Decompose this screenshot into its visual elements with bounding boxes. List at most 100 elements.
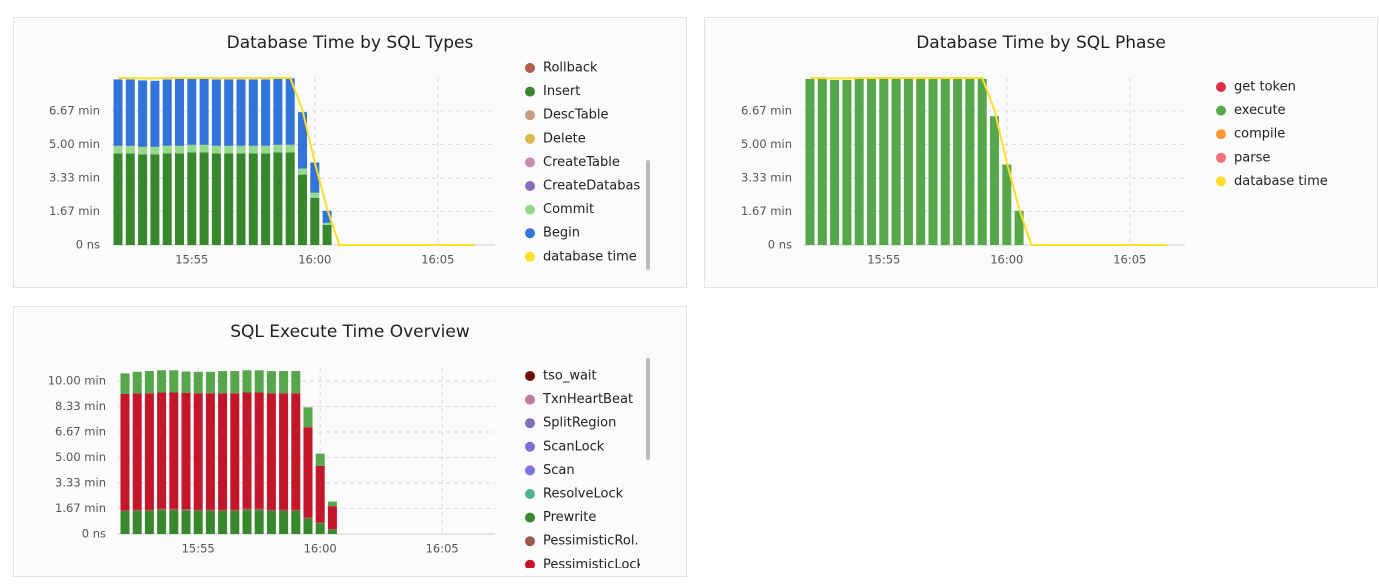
bar: [193, 393, 203, 510]
bar: [175, 153, 184, 245]
bar: [965, 79, 975, 245]
bar: [291, 393, 301, 510]
bar: [298, 112, 307, 169]
bar: [322, 222, 332, 225]
bar: [144, 371, 154, 394]
x-tick-label: 15:55: [867, 253, 900, 267]
legend-marker: [525, 204, 535, 215]
bar: [150, 146, 160, 155]
bar: [236, 79, 246, 146]
legend-label: PessimisticRol...: [543, 534, 647, 549]
bar: [310, 162, 320, 193]
legend-marker: [1216, 152, 1226, 163]
y-tick-label: 1.67 min: [49, 204, 100, 218]
legend-marker: [525, 465, 535, 476]
bar: [953, 79, 963, 245]
bar: [120, 394, 130, 510]
legend-label: ScanLock: [543, 439, 605, 454]
bar: [199, 144, 209, 153]
bar: [322, 224, 332, 245]
bar: [181, 509, 191, 511]
bar: [303, 427, 313, 518]
y-tick-label: 8.33 min: [55, 399, 106, 413]
bar: [254, 392, 264, 509]
bar: [279, 393, 289, 510]
legend-marker: [525, 418, 535, 429]
bar: [169, 508, 179, 511]
bar: [193, 509, 203, 512]
bar: [125, 145, 135, 154]
bar: [242, 510, 252, 534]
bar: [291, 511, 301, 534]
x-tick-label: 16:05: [421, 253, 454, 267]
x-tick-label: 15:55: [182, 542, 215, 556]
bar: [224, 79, 234, 146]
bar: [1014, 210, 1024, 245]
legend: get token execute compile parse database tim…: [1216, 80, 1328, 189]
chart-title: Database Time by SQL Phase: [916, 33, 1166, 53]
panel: [704, 17, 1378, 288]
bar: [120, 373, 130, 395]
bar: [125, 153, 135, 245]
scrollbar[interactable]: [646, 358, 650, 460]
bar: [285, 78, 295, 145]
y-tick-label: 10.00 min: [48, 374, 106, 388]
scrollbar[interactable]: [646, 160, 650, 270]
bar: [867, 79, 876, 245]
bar: [150, 154, 160, 245]
bar: [315, 522, 325, 524]
bar: [230, 393, 240, 510]
bar: [132, 393, 142, 510]
bar: [291, 371, 301, 394]
bar: [327, 529, 337, 534]
bar: [854, 79, 864, 245]
legend-marker: [525, 157, 535, 168]
x-tick-label: 15:55: [175, 253, 208, 267]
y-tick-label: 3.33 min: [741, 170, 792, 184]
bar: [113, 153, 123, 245]
bar: [242, 508, 252, 511]
bar: [138, 146, 148, 155]
legend-marker: [525, 371, 535, 381]
bar: [273, 78, 283, 145]
bar: [1002, 164, 1012, 245]
bar: [205, 511, 215, 534]
bar: [327, 501, 337, 507]
legend-label: get token: [1234, 80, 1296, 95]
legend-marker: [1216, 105, 1226, 116]
legend-marker: [525, 512, 535, 523]
bar: [817, 79, 827, 245]
bar: [903, 78, 913, 245]
chart: Database Time by SQL Phase 0 ns 1.67 min 3.…: [741, 33, 1328, 267]
bar: [990, 116, 999, 245]
bar: [298, 168, 307, 175]
bar: [298, 174, 307, 245]
bar: [175, 145, 184, 154]
bar: [303, 518, 313, 534]
bar: [218, 393, 228, 510]
x-tick-label: 16:00: [298, 253, 331, 267]
bar: [266, 393, 276, 510]
bar: [199, 78, 209, 145]
bar: [181, 371, 191, 393]
bar: [169, 370, 179, 393]
y-tick-label: 5.00 min: [55, 450, 106, 464]
y-tick-label: 0 ns: [768, 238, 792, 252]
bar: [211, 145, 221, 154]
bar: [162, 145, 172, 154]
bar: [315, 465, 325, 523]
y-tick-label: 0 ns: [76, 238, 100, 252]
legend-label: parse: [1234, 150, 1270, 165]
bar: [261, 153, 271, 245]
y-tick-label: 3.33 min: [49, 170, 100, 184]
y-tick-label: 6.67 min: [49, 103, 100, 117]
bar: [248, 153, 258, 245]
bar: [279, 371, 289, 394]
bar: [236, 145, 246, 154]
y-tick-label: 1.67 min: [741, 204, 792, 218]
bar: [150, 80, 160, 147]
bar: [224, 145, 234, 154]
bar: [113, 79, 123, 146]
